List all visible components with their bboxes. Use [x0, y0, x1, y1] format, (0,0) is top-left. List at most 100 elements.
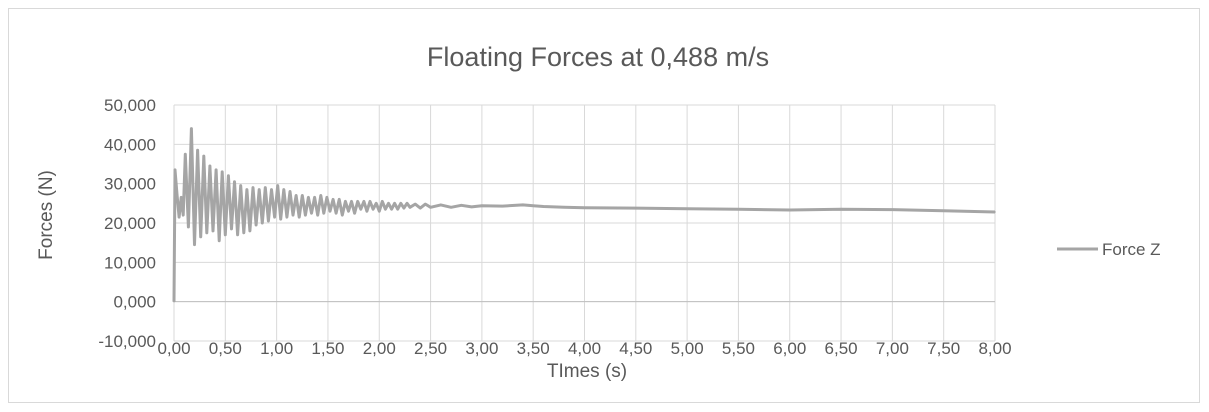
- data-point: [429, 206, 432, 209]
- y-tick-label: 50,000: [104, 96, 156, 115]
- data-point: [470, 206, 473, 208]
- data-point: [635, 207, 637, 209]
- data-point: [292, 214, 294, 216]
- data-point: [335, 212, 337, 214]
- data-point: [279, 218, 282, 220]
- data-point: [414, 203, 416, 205]
- data-point: [403, 207, 405, 209]
- data-point: [267, 220, 270, 222]
- data-point: [686, 208, 688, 210]
- data-point: [532, 204, 534, 207]
- grid: [173, 104, 996, 342]
- data-point: [184, 153, 187, 155]
- data-point: [400, 202, 402, 205]
- data-point: [381, 200, 384, 203]
- data-point: [450, 206, 452, 209]
- data-point: [344, 200, 347, 203]
- data-point: [193, 243, 196, 246]
- data-point: [301, 194, 304, 197]
- x-tick-label: 7,50: [927, 339, 960, 358]
- x-tick-label: 5,00: [671, 339, 704, 358]
- data-point: [286, 216, 288, 218]
- data-point: [212, 230, 214, 232]
- data-point: [522, 204, 524, 206]
- x-tick-label: 1,50: [311, 339, 344, 358]
- data-point: [563, 206, 565, 209]
- data-point: [178, 216, 180, 218]
- data-point: [227, 175, 230, 177]
- data-point: [481, 204, 483, 207]
- x-tick-label: 7,00: [876, 339, 909, 358]
- data-point: [174, 169, 176, 171]
- data-point: [233, 180, 236, 183]
- data-point: [239, 184, 242, 187]
- data-point: [350, 200, 353, 203]
- data-point: [264, 186, 267, 189]
- data-point: [891, 208, 894, 211]
- data-point: [273, 216, 276, 218]
- data-point: [332, 198, 334, 201]
- legend: Force Z: [1057, 240, 1161, 259]
- data-point: [202, 155, 205, 157]
- legend-label-force-z: Force Z: [1102, 240, 1161, 259]
- data-point: [307, 196, 310, 199]
- data-point: [326, 196, 328, 199]
- data-point: [338, 198, 341, 201]
- x-tick-label: 2,50: [414, 339, 447, 358]
- data-point: [737, 208, 740, 211]
- x-tick-label: 5,50: [722, 339, 755, 358]
- data-point: [187, 226, 190, 228]
- series-group: [172, 127, 996, 303]
- data-point: [409, 206, 411, 209]
- y-axis-title: Forces (N): [36, 170, 57, 260]
- data-point: [261, 222, 264, 224]
- chart-area: Floating Forces at 0,488 m/s -10,000 0,00…: [8, 8, 1200, 403]
- data-point: [378, 210, 381, 212]
- x-tick-label: 6,50: [825, 339, 858, 358]
- x-axis-title: TImes (s): [547, 361, 627, 382]
- y-tick-labels: -10,000 0,000 10,000 20,000 30,000 40,000 50,0…: [98, 96, 156, 351]
- x-tick-label: 4,00: [568, 339, 601, 358]
- data-point: [359, 208, 362, 211]
- data-point: [369, 200, 371, 203]
- data-point: [366, 210, 368, 212]
- y-tick-label: 0,000: [113, 293, 156, 312]
- data-point: [363, 200, 365, 203]
- y-tick-label: 20,000: [104, 214, 156, 233]
- data-point: [304, 214, 307, 216]
- data-point: [329, 210, 331, 212]
- data-point: [396, 208, 399, 211]
- data-point: [460, 204, 463, 207]
- data-point: [196, 149, 199, 152]
- data-point: [182, 214, 185, 216]
- data-point: [236, 234, 239, 236]
- data-point: [190, 127, 193, 130]
- y-tick-label: 40,000: [104, 135, 156, 154]
- data-point: [583, 206, 586, 209]
- data-point: [246, 188, 248, 191]
- data-point: [393, 202, 396, 205]
- data-point: [419, 207, 422, 209]
- x-tick-label: 4,50: [619, 339, 652, 358]
- data-point: [840, 208, 842, 211]
- data-point: [353, 212, 356, 214]
- data-point: [206, 232, 208, 234]
- x-tick-label: 0,00: [157, 339, 190, 358]
- data-point: [215, 169, 217, 171]
- x-tick-label: 2,00: [363, 339, 396, 358]
- data-point: [323, 212, 325, 214]
- data-point: [341, 214, 344, 216]
- data-point: [316, 214, 319, 216]
- data-point: [390, 208, 393, 211]
- data-point: [310, 212, 313, 214]
- data-point: [224, 234, 227, 236]
- data-point: [406, 202, 408, 205]
- data-point: [319, 194, 322, 197]
- data-point: [313, 196, 316, 199]
- data-point: [994, 211, 996, 213]
- data-point: [347, 210, 350, 212]
- data-point: [501, 205, 504, 207]
- chart-title: Floating Forces at 0,488 m/s: [427, 42, 769, 72]
- x-tick-label: 0,50: [209, 339, 242, 358]
- data-point: [258, 188, 260, 191]
